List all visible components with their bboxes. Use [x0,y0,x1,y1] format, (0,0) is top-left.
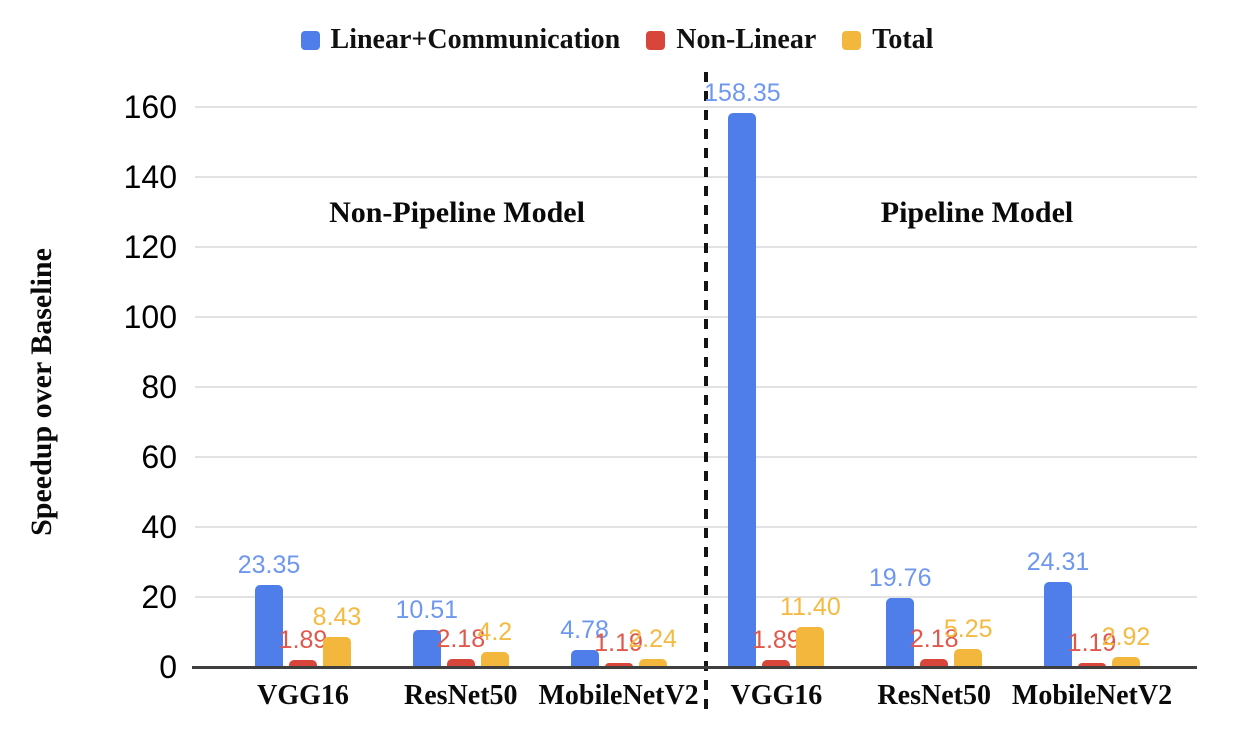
legend-color-swatch-yellow [842,30,862,50]
bar-value-label: 2.92 [1101,622,1151,651]
y-tick-label: 140 [123,159,177,195]
y-tick-label: 100 [123,299,177,335]
bar [570,650,599,667]
gridline [195,386,1197,388]
bar [289,660,317,667]
bar [886,597,915,667]
bar-value-label: 2.18 [909,625,959,654]
bar-value-label: 1.89 [278,626,328,655]
bar-value-label: 24.31 [1026,547,1090,576]
region-annotation: Pipeline Model [880,196,1074,229]
bar [604,662,633,667]
gridline [195,106,1197,108]
y-tick-label: 120 [123,229,177,265]
bar-value-label: 5.25 [943,614,993,643]
gridline [195,456,1197,458]
y-tick-label: 40 [141,509,177,545]
y-axis-title: Speedup over Baseline [25,248,58,536]
bar [1078,662,1106,667]
chart-legend: Linear+Communication Non-Linear Total [0,24,1234,56]
bar [323,637,351,667]
y-tick-label: 20 [141,579,177,615]
pipeline-divider-line [704,72,708,716]
x-category-label: MobileNetV2 [538,680,699,711]
bar-value-label: 2.18 [436,625,486,654]
x-axis-line [192,666,1197,669]
bar-value-label: 1.89 [752,626,801,655]
x-category-label: VGG16 [730,680,823,711]
bar-value-label: 1.19 [1067,628,1117,657]
bar [728,112,757,667]
legend-color-swatch-red [646,30,666,50]
bar-value-label: 23.35 [237,551,301,580]
x-category-label: VGG16 [257,680,349,711]
legend-label: Total [872,24,934,55]
x-category-label: ResNet50 [877,680,991,711]
bar [412,630,441,667]
bar [920,659,949,667]
bar-value-label: 158.35 [704,78,781,107]
gridline [195,176,1197,178]
bar-value-label: 19.76 [868,563,932,592]
bar-value-label: 2.24 [628,625,677,654]
bar-value-label: 4.2 [477,618,513,647]
legend-item-non-linear: Non-Linear [646,24,816,56]
legend-item-linear-communication: Linear+Communication [300,24,621,56]
y-tick-label: 80 [141,369,177,405]
gridline [195,316,1197,318]
bar-value-label: 1.19 [594,628,643,657]
bar [1044,581,1072,667]
gridline [195,246,1197,248]
y-tick-label: 160 [123,89,177,125]
bar-value-label: 11.40 [780,593,841,622]
bar [762,660,791,667]
gridline [195,596,1197,598]
bar [446,659,475,667]
bar [954,648,983,667]
legend-label: Non-Linear [676,24,817,55]
legend-label: Linear+Communication [330,24,621,55]
bar [796,627,825,667]
x-category-label: ResNet50 [404,680,518,711]
bar [480,652,509,667]
y-tick-label: 0 [159,649,177,685]
bar-value-label: 10.51 [395,596,459,625]
legend-color-swatch-blue [300,30,320,50]
region-annotation: Non-Pipeline Model [329,196,585,229]
legend-item-total: Total [842,24,933,56]
x-category-label: MobileNetV2 [1011,680,1173,711]
bar [255,585,283,667]
bar-value-label: 8.43 [312,603,362,632]
bar-value-label: 4.78 [560,616,609,645]
bar [1112,656,1140,667]
bar [638,659,667,667]
gridline [195,526,1197,528]
y-tick-label: 60 [141,439,177,475]
